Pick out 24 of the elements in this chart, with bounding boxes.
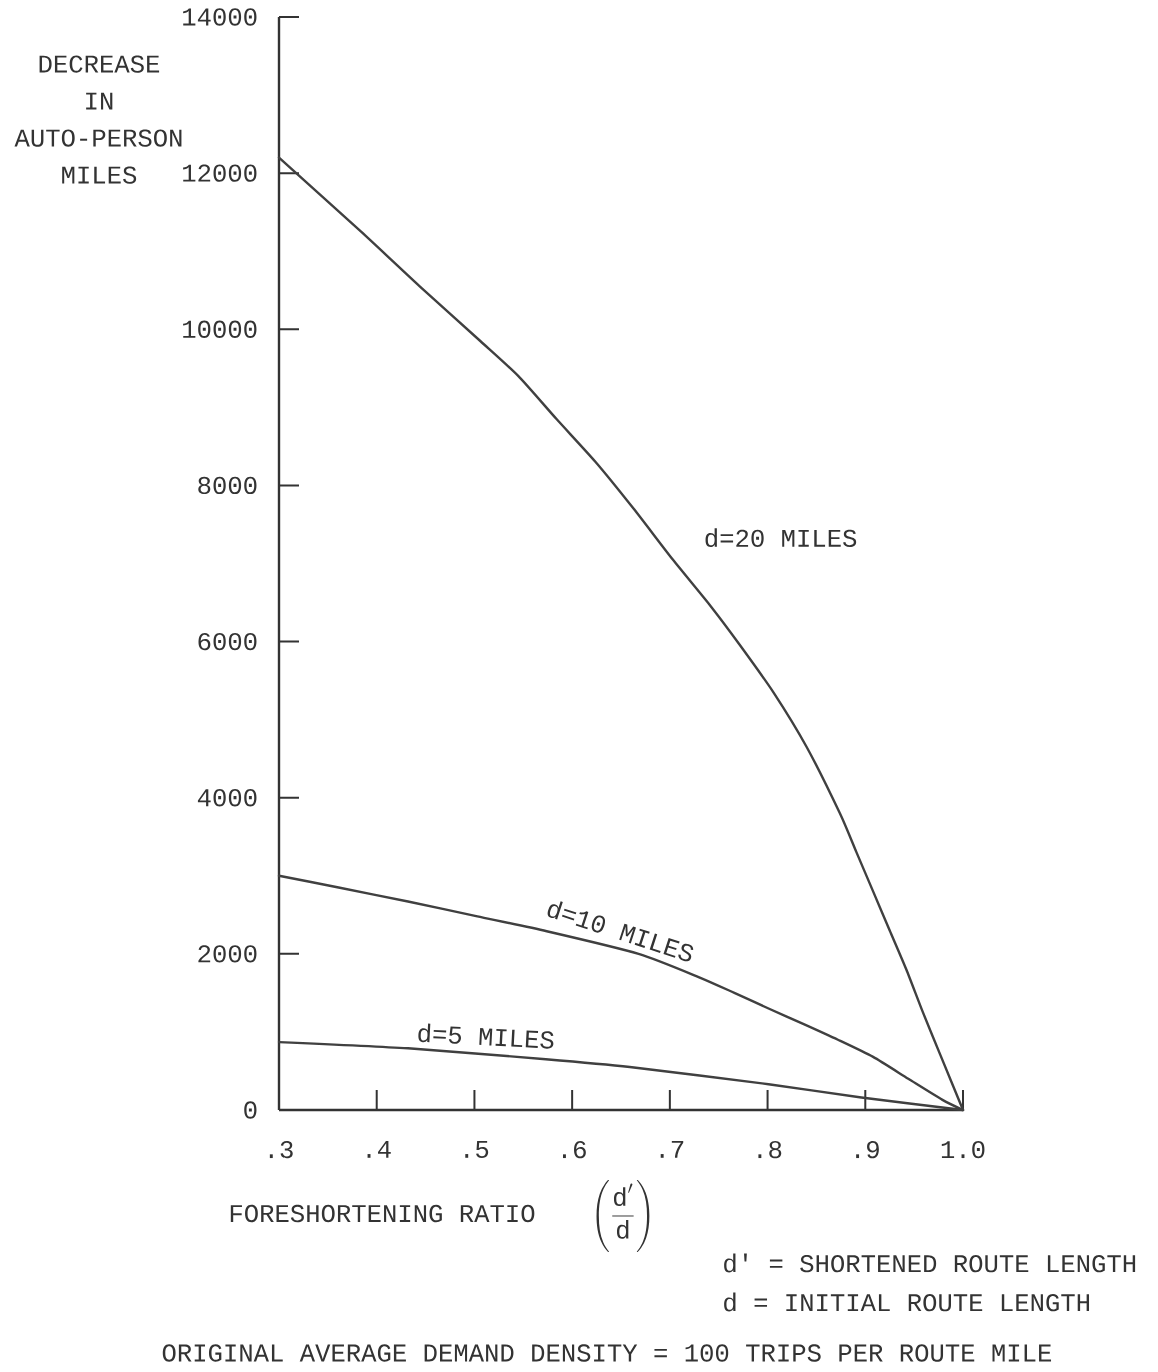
x-tick-label: 1.0: [941, 1140, 985, 1159]
y-axis-title: DECREASE IN AUTO-PERSON MILES: [14, 55, 182, 184]
y-tick-label: 12000: [183, 164, 257, 182]
y-tick-label: 8000: [198, 476, 257, 495]
y-tick-label: 4000: [197, 789, 257, 807]
text: d' = SHORTENED ROUTE LENGTH: [724, 1253, 1136, 1273]
x-tick-label: .7: [660, 1140, 684, 1158]
y-tick-label: 0: [244, 1101, 257, 1119]
text: d = INITIAL ROUTE LENGTH: [724, 1292, 1090, 1312]
y-tick-label: 6000: [198, 632, 257, 651]
x-tick-label: .8: [758, 1140, 782, 1159]
series-label: d=20 MILES: [705, 528, 857, 548]
y-tick-label: 2000: [198, 945, 257, 963]
series-label: d=5 MILES: [418, 1023, 554, 1049]
x-tick-label: .3: [269, 1140, 293, 1159]
y-tick-label: 14000: [183, 8, 257, 26]
y-tick-label: 10000: [183, 320, 257, 338]
text: ORIGINAL AVERAGE DEMAND DENSITY = 100 TRIPS PER ROUTE MILE: [162, 1344, 1052, 1362]
x-axis-title: $\text{FORESHORTENING RATIO}\qquad\left(\frac{\text{d}'}{\text{d}}\right)$: [230, 1179, 650, 1252]
text: d=10 MILES: [547, 901, 694, 962]
x-tick-label: .6: [562, 1140, 586, 1159]
x-tick-label: .9: [856, 1140, 879, 1159]
x-tick-label: .4: [367, 1140, 391, 1158]
x-tick-label: .5: [465, 1140, 489, 1159]
